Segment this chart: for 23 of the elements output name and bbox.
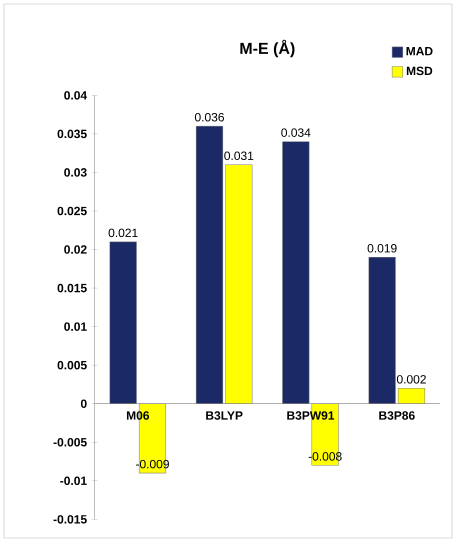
data-label: 0.036 <box>194 112 224 122</box>
data-label: 0.021 <box>108 228 138 238</box>
data-label: 0.019 <box>368 244 397 253</box>
y-tick-label: 0.04 <box>64 91 88 100</box>
y-tick-label: 0.02 <box>64 245 87 254</box>
y-tick-label: 0.035 <box>58 130 87 138</box>
y-tick-label: 0 <box>80 399 87 408</box>
y-tick-label: 0.025 <box>58 206 87 216</box>
y-tick-label: 0.005 <box>58 360 87 370</box>
y-tick-label: 0.01 <box>64 322 87 331</box>
y-tick-label: 0.03 <box>64 168 87 177</box>
legend-label: MAD <box>406 47 433 56</box>
data-label: 0.031 <box>224 152 254 160</box>
y-tick-label: -0.015 <box>54 515 87 524</box>
x-tick-label: B3P86 <box>379 411 415 420</box>
legend-label: MSD <box>406 66 432 76</box>
y-tick-label: 0.015 <box>58 284 87 292</box>
y-tick-label: -0.01 <box>60 476 87 486</box>
data-label: 0.034 <box>281 128 310 137</box>
y-tick-label: -0.005 <box>54 438 87 446</box>
data-label: 0.002 <box>396 375 426 384</box>
x-tick-label: B3LYP <box>206 411 243 420</box>
chart-title: M-E (Å) <box>240 40 295 58</box>
